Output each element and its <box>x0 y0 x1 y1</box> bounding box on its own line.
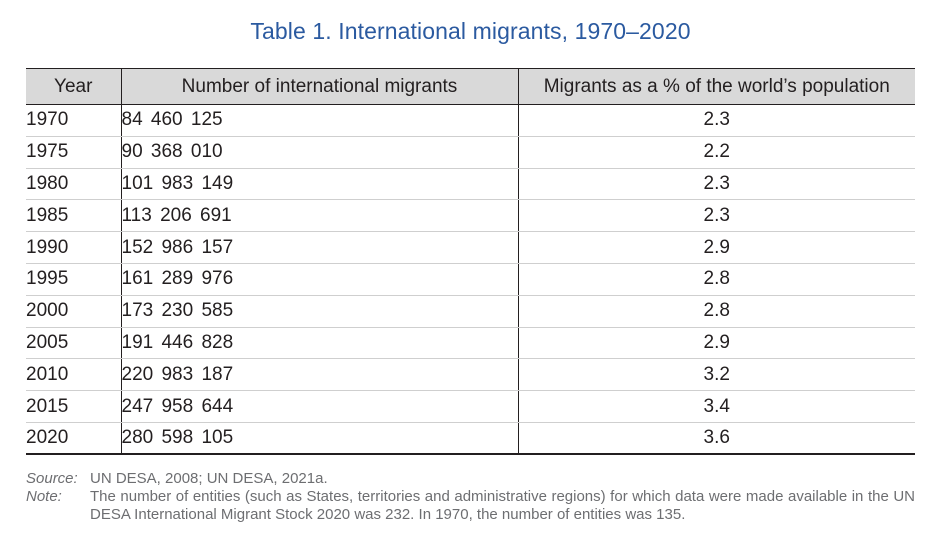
migrants-cell: 152 986 157 <box>120 231 518 264</box>
source-row: Source: UN DESA, 2008; UN DESA, 2021a. <box>26 470 915 488</box>
year-cell: 1995 <box>26 263 121 296</box>
year-cell: 1980 <box>26 168 121 201</box>
year-cell: 1970 <box>26 104 121 137</box>
table-header-row: Year Number of international migrants Mi… <box>26 68 915 105</box>
migrants-cell: 173 230 585 <box>120 295 518 328</box>
migrants-table: Year Number of international migrants Mi… <box>26 68 915 456</box>
note-row: Note: The number of entities (such as St… <box>26 488 915 524</box>
percent-cell: 2.2 <box>517 136 915 169</box>
table-title: Table 1. International migrants, 1970–20… <box>250 18 691 44</box>
year-cell: 2015 <box>26 390 121 423</box>
table-row: 1970 84 460 125 2.3 <box>26 104 915 137</box>
table-row: 2020 280 598 105 3.6 <box>26 422 915 456</box>
migrants-cell: 90 368 010 <box>120 136 518 169</box>
year-cell: 2020 <box>26 422 121 456</box>
migrants-cell: 280 598 105 <box>120 422 518 456</box>
year-cell: 1985 <box>26 199 121 233</box>
year-cell: 2000 <box>26 295 121 328</box>
table-row: 1995 161 289 976 2.8 <box>26 263 915 296</box>
source-text: UN DESA, 2008; UN DESA, 2021a. <box>90 470 328 487</box>
year-cell: 2010 <box>26 358 121 392</box>
year-cell: 1975 <box>26 136 121 169</box>
table-row: 1980 101 983 149 2.3 <box>26 168 915 201</box>
table-row: 2015 247 958 644 3.4 <box>26 390 915 423</box>
migrants-cell: 113 206 691 <box>120 199 518 233</box>
percent-cell: 3.6 <box>517 422 915 456</box>
migrants-cell: 161 289 976 <box>120 263 518 296</box>
table-notes: Source: UN DESA, 2008; UN DESA, 2021a. N… <box>26 470 915 524</box>
percent-cell: 2.3 <box>517 104 915 137</box>
percent-cell: 2.3 <box>517 168 915 201</box>
table-row: 1985 113 206 691 2.3 <box>26 199 915 233</box>
header-migrants: Number of international migrants <box>120 68 518 105</box>
percent-cell: 2.8 <box>517 263 915 296</box>
table-row: 1990 152 986 157 2.9 <box>26 231 915 264</box>
migrants-cell: 220 983 187 <box>120 358 518 392</box>
percent-cell: 2.9 <box>517 231 915 264</box>
migrants-cell: 101 983 149 <box>120 168 518 201</box>
note-label: Note: <box>26 488 62 505</box>
percent-cell: 3.2 <box>517 358 915 392</box>
percent-cell: 2.9 <box>517 327 915 360</box>
header-percent: Migrants as a % of the world’s populatio… <box>517 68 915 105</box>
year-cell: 2005 <box>26 327 121 360</box>
migrants-cell: 84 460 125 <box>120 104 518 137</box>
table-row: 2005 191 446 828 2.9 <box>26 327 915 360</box>
year-cell: 1990 <box>26 231 121 264</box>
table-row: 2010 220 983 187 3.2 <box>26 358 915 392</box>
percent-cell: 2.3 <box>517 199 915 233</box>
table-row: 2000 173 230 585 2.8 <box>26 295 915 328</box>
migrants-cell: 247 958 644 <box>120 390 518 423</box>
header-year: Year <box>26 68 121 105</box>
source-label: Source: <box>26 470 78 487</box>
table-row: 1975 90 368 010 2.2 <box>26 136 915 169</box>
note-text: The number of entities (such as States, … <box>90 488 915 523</box>
percent-cell: 3.4 <box>517 390 915 423</box>
migrants-cell: 191 446 828 <box>120 327 518 360</box>
percent-cell: 2.8 <box>517 295 915 328</box>
